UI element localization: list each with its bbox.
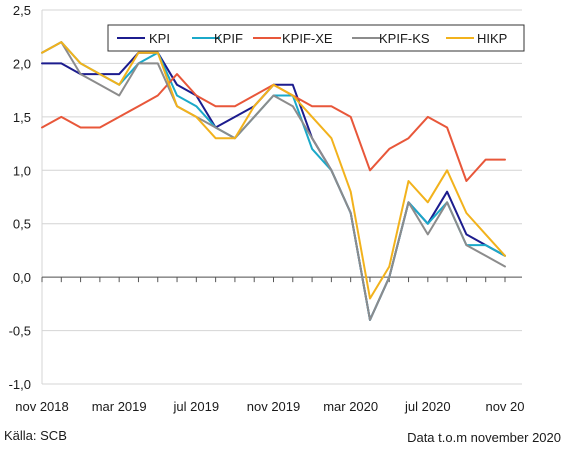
data-range-note: Data t.o.m november 2020 xyxy=(407,430,561,445)
y-tick-label: 2,5 xyxy=(13,3,31,18)
legend: KPI KPIF KPIF-XE KPIF-KS HIKP xyxy=(107,24,525,52)
x-tick-label: mar 2019 xyxy=(92,399,147,414)
y-tick-label: 1,0 xyxy=(13,163,31,178)
x-tick-label: nov 20 xyxy=(485,399,524,414)
x-tick-label: mar 2020 xyxy=(323,399,378,414)
line-chart: -1,0 -0,5 0,0 0,5 1,0 1,5 2,0 2,5 nov 2018 mar 2… xyxy=(9,3,525,414)
series-line-hikp xyxy=(41,41,506,300)
y-tick-label: -0,5 xyxy=(9,324,31,339)
y-tick-label: 2,0 xyxy=(13,56,31,71)
y-tick-label: 1,5 xyxy=(13,110,31,125)
series-lines xyxy=(41,41,506,321)
legend-label-kpif-ks: KPIF-KS xyxy=(379,31,430,46)
legend-label-kpif-xe: KPIF-XE xyxy=(282,31,333,46)
x-axis-tick-labels: nov 2018 mar 2019 jul 2019 nov 2019 mar 2020… xyxy=(15,399,524,414)
legend-label-hikp: HIKP xyxy=(477,31,507,46)
x-tick-label: nov 2019 xyxy=(247,399,301,414)
x-axis xyxy=(41,276,522,283)
y-tick-label: -1,0 xyxy=(9,377,31,392)
x-tick-label: nov 2018 xyxy=(15,399,69,414)
x-tick-label: jul 2019 xyxy=(173,399,220,414)
legend-label-kpi: KPI xyxy=(149,31,170,46)
y-tick-label: 0,0 xyxy=(13,270,31,285)
series-line-kpif-ks xyxy=(41,41,506,321)
source-note: Källa: SCB xyxy=(4,428,67,443)
legend-label-kpif: KPIF xyxy=(214,31,243,46)
x-tick-label: jul 2020 xyxy=(404,399,451,414)
y-tick-label: 0,5 xyxy=(13,217,31,232)
y-axis-tick-labels: -1,0 -0,5 0,0 0,5 1,0 1,5 2,0 2,5 xyxy=(9,3,31,392)
